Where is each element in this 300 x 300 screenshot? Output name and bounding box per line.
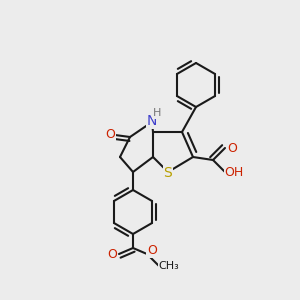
Text: CH₃: CH₃ <box>159 261 179 271</box>
Text: N: N <box>147 114 157 128</box>
Text: S: S <box>164 166 172 180</box>
Text: O: O <box>147 244 157 257</box>
Text: O: O <box>227 142 237 154</box>
Text: H: H <box>153 108 161 118</box>
Text: O: O <box>105 128 115 142</box>
Text: O: O <box>107 248 117 260</box>
Text: OH: OH <box>224 166 244 178</box>
